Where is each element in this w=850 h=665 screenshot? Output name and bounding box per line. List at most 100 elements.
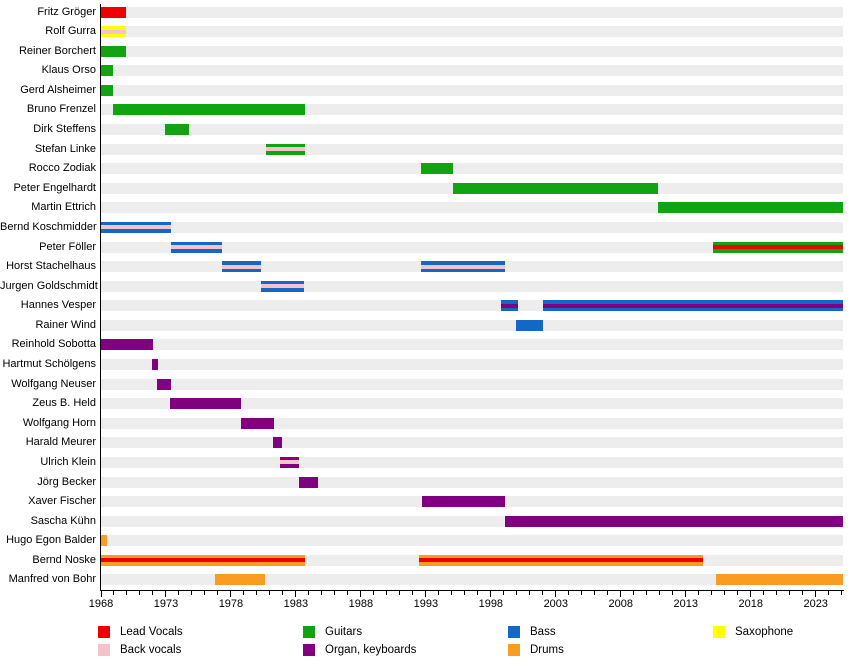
member-name-label: Jörg Becker — [37, 475, 96, 488]
axis-tick-minor — [633, 591, 635, 595]
axis-tick-major — [360, 591, 362, 597]
axis-year-label: 1973 — [153, 598, 179, 610]
timeline-bar-organ_keyboards — [298, 476, 318, 488]
axis-tick-minor — [373, 591, 375, 595]
member-name-label: Dirk Steffens — [33, 123, 96, 136]
timeline-row-band — [101, 515, 843, 527]
axis-tick-minor — [607, 591, 609, 595]
axis-tick-minor — [646, 591, 648, 595]
axis-tick-major — [425, 591, 427, 597]
timeline-row-band — [101, 456, 843, 468]
timeline-bar-guitars — [713, 241, 843, 253]
member-name-label: Gerd Alsheimer — [20, 83, 96, 96]
timeline-row-band — [101, 496, 843, 508]
axis-tick-minor — [126, 591, 128, 595]
member-name-label: Bernd Noske — [32, 553, 96, 566]
axis-tick-minor — [204, 591, 206, 595]
timeline-bar-lead_vocals — [101, 6, 126, 18]
timeline-row-band — [101, 261, 843, 273]
axis-year-label: 1983 — [283, 598, 309, 610]
axis-tick-major — [815, 591, 817, 597]
timeline-bar-organ_keyboards — [101, 339, 153, 351]
member-name-label: Hartmut Schölgens — [2, 358, 96, 371]
y-axis-line — [100, 4, 101, 591]
axis-year-label: 1978 — [218, 598, 244, 610]
axis-tick-minor — [529, 591, 531, 595]
timeline-bar-stripe-lead_vocals — [713, 245, 843, 250]
member-name-label: Martin Ettrich — [31, 201, 96, 214]
axis-tick-major — [490, 591, 492, 597]
axis-tick-minor — [802, 591, 804, 595]
axis-tick-minor — [698, 591, 700, 595]
timeline-bar-stripe-back_vocals — [101, 225, 172, 230]
axis-tick-minor — [659, 591, 661, 595]
member-name-label: Zeus B. Held — [32, 397, 96, 410]
timeline-bar-organ_keyboards — [156, 378, 172, 390]
timeline-bar-stripe-back_vocals — [260, 284, 304, 289]
timeline-row-band — [101, 221, 843, 233]
timeline-row-band — [101, 104, 843, 116]
timeline-row-band — [101, 319, 843, 331]
timeline-row-band — [101, 476, 843, 488]
axis-tick-major — [620, 591, 622, 597]
timeline-row-band — [101, 84, 843, 96]
axis-tick-minor — [724, 591, 726, 595]
axis-tick-major — [230, 591, 232, 597]
member-name-label: Rocco Zodiak — [28, 162, 96, 175]
axis-tick-minor — [841, 591, 843, 595]
timeline-bar-organ_keyboards — [241, 417, 274, 429]
member-name-label: Harald Meurer — [25, 436, 96, 449]
legend-label-lead_vocals: Lead Vocals — [120, 626, 183, 638]
axis-tick-minor — [477, 591, 479, 595]
timeline-bar-guitars — [658, 202, 843, 214]
legend-label-bass: Bass — [530, 626, 556, 638]
timeline-row-band — [101, 45, 843, 57]
axis-tick-minor — [503, 591, 505, 595]
member-name-label: Bruno Frenzel — [26, 103, 96, 116]
axis-tick-minor — [217, 591, 219, 595]
axis-tick-minor — [828, 591, 830, 595]
timeline-bar-stripe-back_vocals — [101, 29, 126, 34]
timeline-bar-bass — [420, 261, 506, 273]
timeline-bar-guitars — [101, 45, 126, 57]
axis-tick-minor — [412, 591, 414, 595]
axis-tick-minor — [178, 591, 180, 595]
axis-year-label: 2008 — [608, 598, 634, 610]
axis-tick-major — [165, 591, 167, 597]
timeline-row-band — [101, 241, 843, 253]
timeline-bar-organ_keyboards — [505, 515, 843, 527]
timeline-row-band — [101, 280, 843, 292]
axis-tick-minor — [399, 591, 401, 595]
legend-label-saxophone: Saxophone — [735, 626, 794, 638]
timeline-row-band — [101, 554, 843, 566]
axis-tick-minor — [139, 591, 141, 595]
timeline-bar-guitars — [101, 84, 113, 96]
member-name-label: Wolfgang Neuser — [11, 377, 96, 390]
axis-tick-minor — [568, 591, 570, 595]
timeline-row-band — [101, 574, 843, 586]
timeline-bar-stripe-back_vocals — [280, 460, 299, 465]
timeline-row-band — [101, 143, 843, 155]
timeline-bar-organ_keyboards — [169, 398, 242, 410]
axis-tick-minor — [386, 591, 388, 595]
timeline-bar-organ_keyboards — [151, 359, 159, 371]
legend-label-organ_keyboards: Organ, keyboards — [325, 644, 417, 656]
timeline-row-band — [101, 437, 843, 449]
axis-tick-minor — [347, 591, 349, 595]
legend-swatch-back_vocals — [98, 644, 110, 656]
member-name-label: Rolf Gurra — [45, 25, 96, 38]
timeline-bar-guitars — [112, 104, 305, 116]
member-name-label: Manfred von Bohr — [8, 573, 96, 586]
timeline-bar-drums — [101, 554, 306, 566]
member-name-label: Reiner Borchert — [18, 44, 96, 57]
axis-tick-major — [295, 591, 297, 597]
member-name-label: Klaus Orso — [41, 64, 96, 77]
axis-tick-major — [555, 591, 557, 597]
member-name-label: Horst Stachelhaus — [6, 260, 96, 273]
axis-tick-major — [685, 591, 687, 597]
timeline-row-band — [101, 300, 843, 312]
axis-tick-minor — [269, 591, 271, 595]
axis-tick-minor — [113, 591, 115, 595]
legend-swatch-saxophone — [713, 626, 725, 638]
timeline-row-band — [101, 535, 843, 547]
